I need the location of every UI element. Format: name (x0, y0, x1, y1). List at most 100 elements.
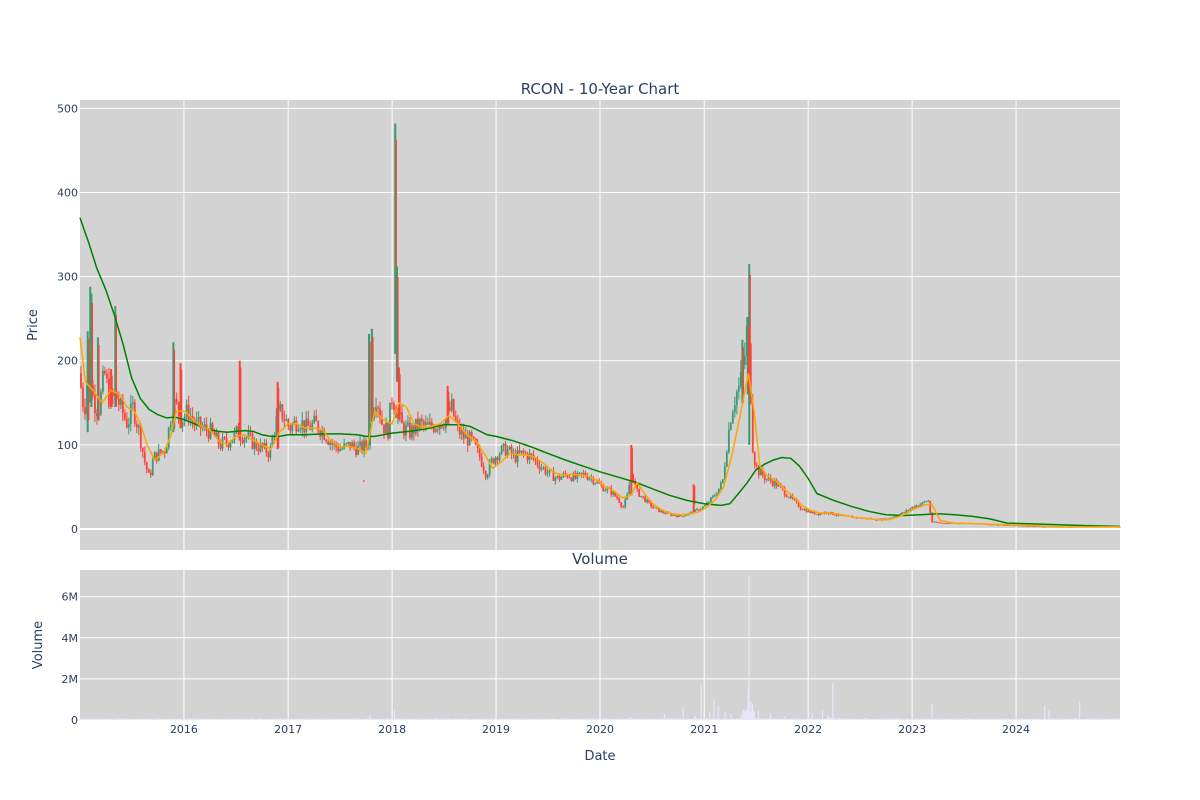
volume-bar (969, 718, 971, 720)
volume-bar (260, 719, 262, 720)
volume-bar (745, 711, 747, 720)
volume-bar (522, 718, 524, 720)
volume-bar (833, 718, 836, 720)
volume-bar (1038, 718, 1041, 720)
candle-body (949, 522, 952, 524)
candle-body (301, 420, 304, 430)
volume-bar (997, 719, 1000, 720)
candle-body (729, 423, 732, 430)
volume-bar (824, 718, 826, 720)
volume-bar (286, 718, 288, 720)
volume-bar (300, 719, 302, 720)
volume-bar (505, 718, 508, 720)
volume-bar (876, 718, 878, 720)
volume-bar (139, 718, 141, 720)
volume-bar (769, 713, 771, 720)
volume-bar (980, 718, 983, 720)
volume-bar (574, 719, 576, 720)
volume-bar (1094, 718, 1096, 720)
volume-bar (477, 718, 479, 720)
volume-bar (387, 718, 389, 720)
volume-bar (528, 718, 531, 720)
volume-bar (115, 718, 117, 720)
volume-bar (749, 711, 751, 720)
volume-bar (510, 718, 512, 720)
volume-subplot-title: Volume (572, 550, 628, 568)
price-y-tick-label: 400 (57, 187, 78, 200)
volume-bar (317, 718, 319, 720)
volume-y-tick-label: 4M (62, 632, 79, 645)
volume-bar (736, 719, 738, 720)
volume-bar (230, 719, 232, 720)
volume-bar (994, 718, 996, 720)
volume-bar (1050, 718, 1053, 720)
volume-bar (1081, 718, 1083, 720)
volume-bar (321, 718, 323, 720)
volume-bar (894, 719, 896, 720)
volume-bar (475, 718, 478, 720)
volume-bar (665, 718, 667, 720)
volume-bar (327, 718, 329, 720)
volume-bar (854, 718, 856, 720)
candle-body (117, 398, 120, 405)
volume-bar (407, 718, 409, 720)
volume-bar (890, 719, 892, 720)
candle-body (614, 491, 617, 497)
volume-bar (1029, 718, 1031, 720)
candle-body (355, 446, 357, 455)
volume-bar (314, 718, 316, 720)
volume-bar (970, 718, 972, 720)
volume-bar (583, 718, 585, 720)
volume-bar (486, 718, 488, 720)
volume-bar (412, 719, 414, 720)
volume-bar (440, 718, 443, 720)
volume-bar (703, 717, 705, 720)
volume-bar (625, 718, 627, 720)
volume-bar (482, 719, 484, 720)
volume-bar (437, 718, 439, 720)
candle-body (257, 448, 260, 452)
volume-bar (967, 719, 970, 720)
volume-bar (1076, 718, 1078, 720)
candle-body (311, 422, 314, 430)
volume-bar (1077, 718, 1079, 720)
volume-bar (89, 719, 91, 720)
volume-bar (899, 718, 901, 720)
volume-bar (832, 683, 834, 720)
volume-bar (1003, 718, 1006, 720)
candle-body (921, 502, 924, 505)
volume-bar (995, 718, 997, 720)
candle-body (1042, 526, 1045, 528)
candle-body (357, 445, 359, 455)
volume-bar (677, 719, 679, 720)
volume-bar (712, 719, 714, 720)
candle-body (253, 440, 256, 449)
volume-bar (400, 718, 402, 720)
volume-bar (483, 718, 485, 720)
candle-body (787, 497, 790, 498)
volume-bar (891, 718, 894, 720)
volume-bar (956, 718, 959, 720)
volume-bar (704, 718, 707, 720)
volume-y-tick-label: 6M (62, 591, 79, 604)
volume-bar (79, 718, 81, 720)
volume-bar (1007, 718, 1009, 720)
candle-body (225, 437, 228, 444)
volume-bar (106, 718, 109, 720)
candle-body (401, 412, 403, 424)
volume-bar (258, 718, 261, 720)
candle-body (281, 404, 284, 420)
volume-bar (935, 718, 937, 720)
volume-bar (626, 718, 628, 720)
volume-bar (475, 718, 477, 720)
volume-bar (148, 718, 150, 720)
volume-bar (760, 718, 762, 720)
candle-body (731, 412, 734, 424)
candle-body (341, 448, 344, 450)
volume-bar (605, 718, 607, 720)
volume-bar (161, 719, 163, 720)
volume-bar (602, 719, 604, 720)
volume-bar (1070, 718, 1072, 720)
candle-body (502, 443, 505, 447)
volume-bar (191, 718, 193, 720)
